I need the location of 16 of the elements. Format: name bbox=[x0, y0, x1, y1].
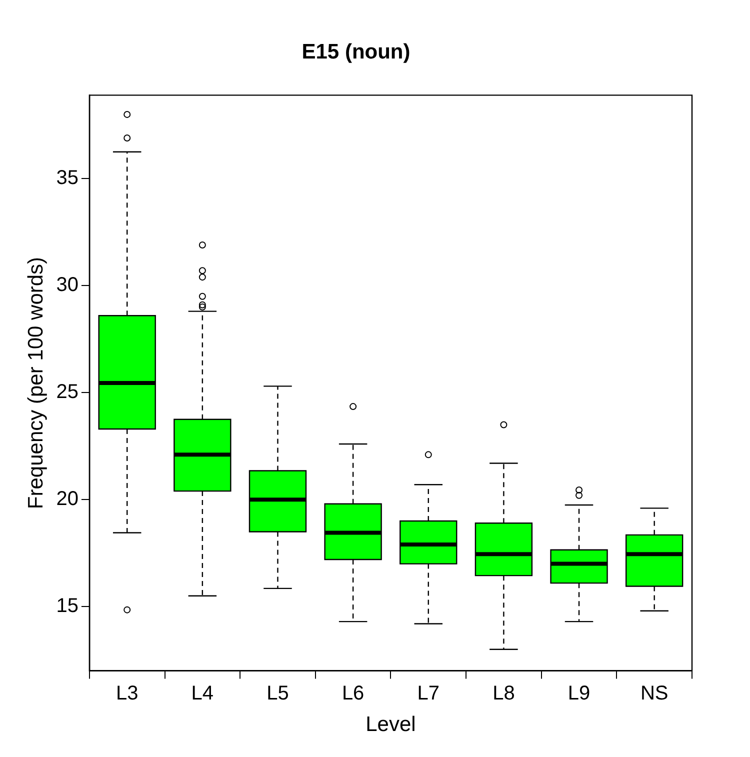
x-tick-label: NS bbox=[640, 682, 668, 704]
x-tick-label: L6 bbox=[342, 682, 364, 704]
y-tick-label: 35 bbox=[56, 167, 78, 190]
chart-title: E15 (noun) bbox=[302, 40, 410, 64]
y-tick-label: 30 bbox=[56, 274, 78, 296]
x-tick-label: L4 bbox=[191, 682, 214, 704]
x-tick-label: L3 bbox=[116, 682, 138, 704]
y-tick-label: 15 bbox=[56, 595, 78, 618]
y-tick-label: 20 bbox=[56, 488, 78, 510]
y-tick-label: 25 bbox=[56, 381, 78, 404]
x-tick-label: L5 bbox=[266, 682, 289, 704]
y-axis-title: Frequency (per 100 words) bbox=[24, 256, 48, 510]
x-tick-label: L9 bbox=[568, 682, 590, 704]
x-axis-title: Level bbox=[366, 713, 416, 736]
x-tick-label: L8 bbox=[492, 682, 515, 704]
x-tick-label: L7 bbox=[417, 682, 440, 704]
